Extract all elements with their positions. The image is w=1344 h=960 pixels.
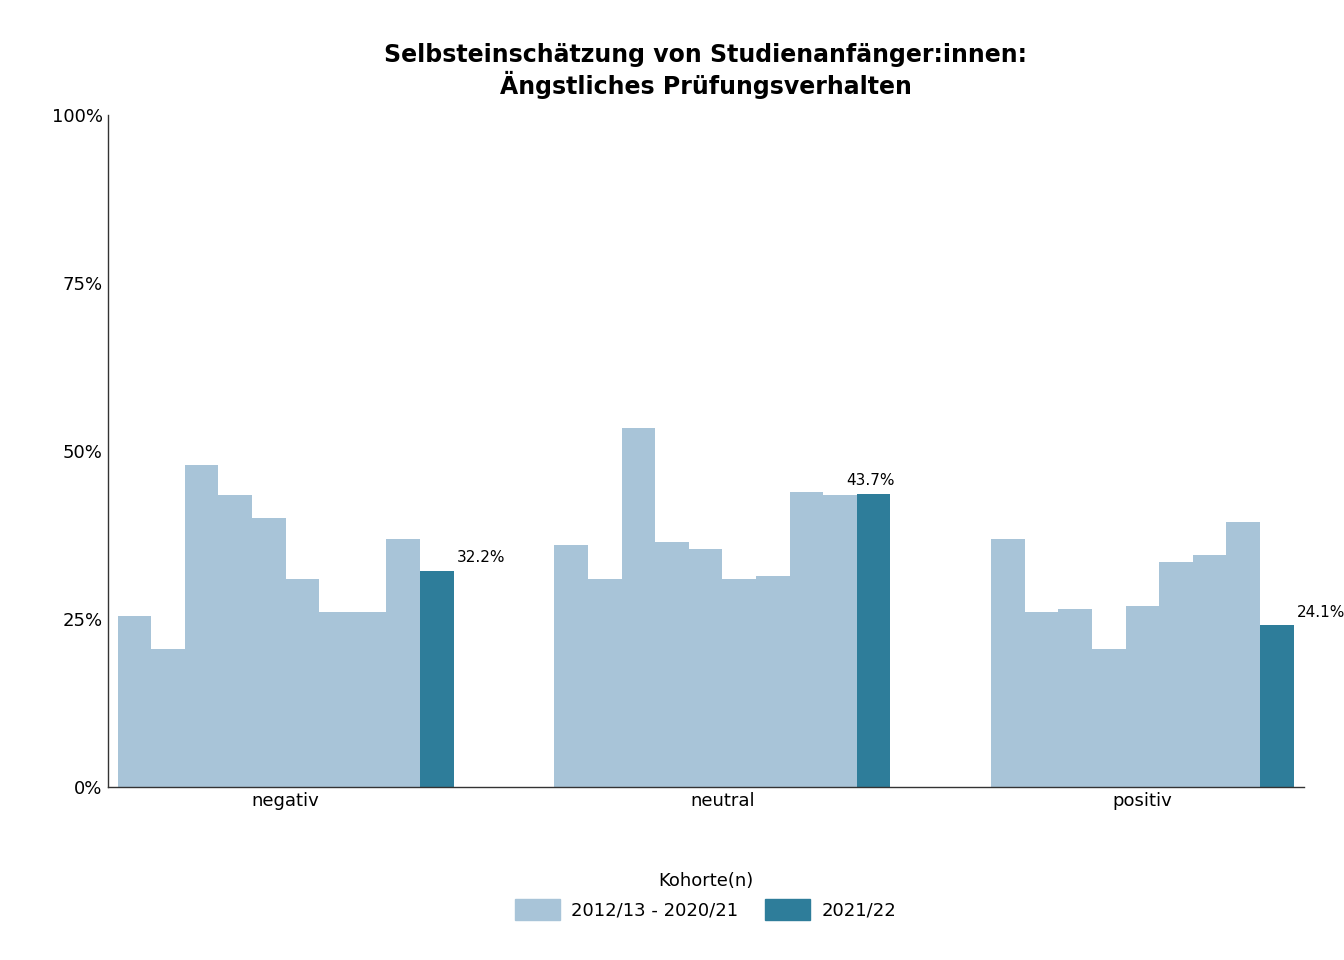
- Bar: [857, 493, 891, 787]
- Bar: [1093, 649, 1126, 787]
- Bar: [218, 495, 253, 787]
- Bar: [253, 518, 285, 787]
- Bar: [1226, 522, 1261, 787]
- Text: 32.2%: 32.2%: [457, 550, 505, 565]
- Bar: [555, 545, 589, 787]
- Bar: [790, 492, 824, 787]
- Bar: [723, 579, 757, 787]
- Text: 43.7%: 43.7%: [847, 473, 895, 488]
- Bar: [387, 539, 421, 787]
- Bar: [656, 541, 689, 787]
- Bar: [1059, 610, 1091, 787]
- Bar: [320, 612, 352, 787]
- Bar: [1160, 563, 1193, 787]
- Title: Selbsteinschätzung von Studienanfänger:innen:
Ängstliches Prüfungsverhalten: Selbsteinschätzung von Studienanfänger:i…: [384, 42, 1027, 100]
- Bar: [992, 539, 1025, 787]
- Bar: [1025, 612, 1059, 787]
- Bar: [689, 549, 723, 787]
- Bar: [757, 575, 790, 787]
- Bar: [1126, 606, 1159, 787]
- Bar: [118, 616, 151, 787]
- Bar: [185, 465, 218, 787]
- Text: 24.1%: 24.1%: [1297, 605, 1344, 620]
- Bar: [421, 571, 454, 787]
- Bar: [622, 428, 656, 787]
- Bar: [1261, 625, 1293, 787]
- Bar: [285, 579, 320, 787]
- Bar: [151, 649, 185, 787]
- Bar: [352, 612, 387, 787]
- Legend: 2012/13 - 2020/21, 2021/22: 2012/13 - 2020/21, 2021/22: [507, 863, 905, 929]
- Bar: [589, 579, 622, 787]
- Bar: [1193, 555, 1226, 787]
- Bar: [823, 495, 857, 787]
